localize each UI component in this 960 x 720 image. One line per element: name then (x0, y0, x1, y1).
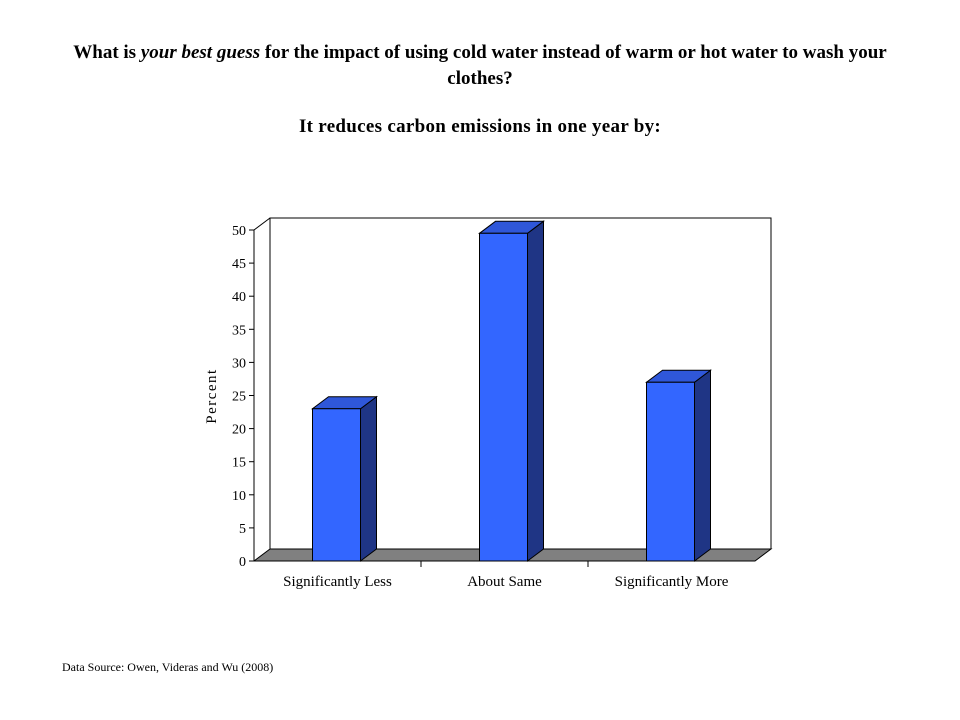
bar-side-face (527, 220, 544, 562)
data-source-note: Data Source: Owen, Videras and Wu (2008) (62, 660, 274, 674)
y-tick-label: 40 (232, 290, 246, 305)
plot-back-wall (269, 217, 772, 549)
y-tick-label: 15 (232, 456, 246, 471)
x-tick-label: About Same (467, 574, 542, 590)
y-tick-label: 25 (232, 390, 246, 405)
y-tick-label: 35 (232, 323, 246, 338)
title-emphasis: your best guess (140, 42, 261, 63)
x-tick-label: Significantly Less (283, 574, 392, 590)
y-tick-label: 10 (232, 489, 246, 504)
bar-front-face (312, 408, 361, 562)
chart-title: What is your best guess for the impact o… (40, 40, 920, 92)
y-tick-label: 20 (232, 423, 246, 438)
y-tick-label: 0 (239, 555, 246, 570)
bar-front-face (479, 232, 528, 562)
y-tick-label: 45 (232, 257, 246, 272)
bar (645, 369, 712, 562)
bar-side-face (694, 369, 711, 562)
bar (478, 220, 545, 562)
chart-subtitle: It reduces carbon emissions in one year … (298, 116, 662, 137)
y-tick-label: 30 (232, 356, 246, 371)
y-tick-label: 50 (232, 224, 246, 239)
bar-side-face (360, 395, 377, 562)
plot-wall-edge (253, 217, 271, 231)
y-tick-label: 5 (239, 522, 246, 537)
y-axis-label: Percent (204, 368, 220, 423)
bar (311, 395, 378, 562)
bar-front-face (646, 381, 695, 562)
title-part-2: for the impact of using cold water inste… (260, 42, 887, 89)
x-tick-label: Significantly More (615, 574, 729, 590)
title-part-1: What is (73, 42, 141, 63)
